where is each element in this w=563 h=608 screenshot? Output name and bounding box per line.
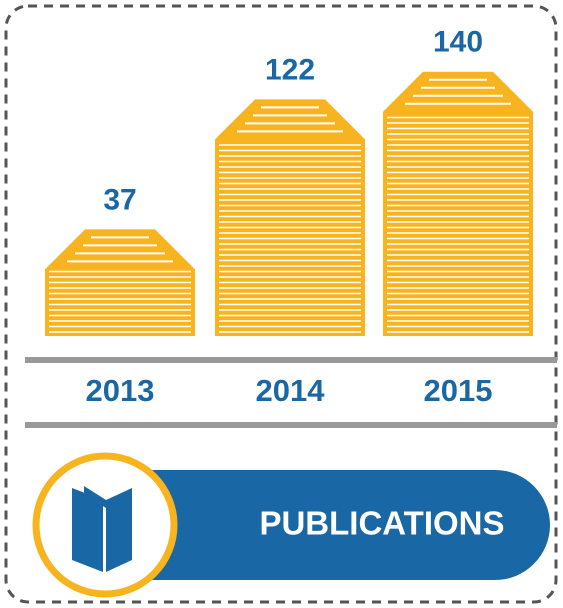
x-tick-label: 2015 bbox=[424, 373, 493, 408]
value-label: 140 bbox=[433, 26, 483, 59]
paper-stack bbox=[215, 99, 365, 336]
x-tick-label: 2014 bbox=[256, 373, 326, 408]
icon-circle bbox=[36, 456, 174, 594]
value-label: 37 bbox=[103, 183, 136, 216]
x-tick-label: 2013 bbox=[86, 373, 155, 408]
paper-stack bbox=[383, 72, 533, 336]
value-label: 122 bbox=[265, 53, 315, 86]
infographic: PUBLICATIONS 37 2013 122 2014 140 2015 bbox=[0, 0, 563, 608]
chart-title: PUBLICATIONS bbox=[259, 505, 504, 542]
book-icon bbox=[72, 486, 132, 572]
